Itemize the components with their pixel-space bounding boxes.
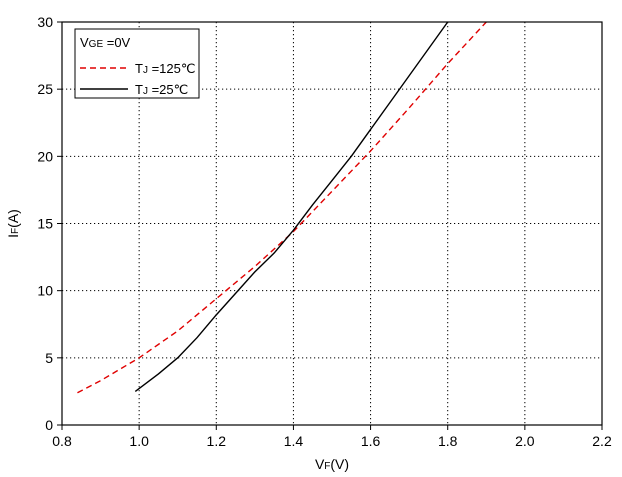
series-line-2	[134, 21, 449, 392]
y-tick-label: 30	[37, 14, 53, 30]
y-axis-label: IF(A)	[5, 209, 21, 238]
x-axis-label: VF(V)	[315, 456, 349, 472]
y-tick-label: 20	[37, 148, 53, 164]
x-tick-label: 2.2	[592, 433, 612, 449]
y-tick-label: 0	[45, 417, 53, 433]
legend-header: VGE =0V	[80, 35, 131, 50]
series-lines	[77, 21, 487, 394]
axis-ticks: 0.8 1.0 1.2 1.4 1.6 1.8 2.0 2.2 0 5 10 15 20 25 30	[37, 14, 612, 449]
x-tick-label: 1.0	[129, 433, 149, 449]
x-tick-label: 0.8	[52, 433, 72, 449]
x-tick-label: 1.8	[438, 433, 458, 449]
y-tick-label: 15	[37, 216, 53, 232]
x-tick-label: 1.6	[361, 433, 381, 449]
legend-label-series-1: TJ =125℃	[135, 61, 195, 76]
y-tick-label: 25	[37, 81, 53, 97]
x-tick-label: 2.0	[515, 433, 535, 449]
x-tick-label: 1.2	[207, 433, 227, 449]
y-tick-label: 5	[45, 350, 53, 366]
x-tick-label: 1.4	[284, 433, 304, 449]
legend-box	[74, 28, 200, 99]
y-tick-label: 10	[37, 283, 53, 299]
legend: VGE =0V TJ =125℃ TJ =25℃	[74, 28, 200, 99]
series-line-1	[77, 21, 487, 394]
legend-label-series-2: TJ =25℃	[135, 82, 188, 97]
